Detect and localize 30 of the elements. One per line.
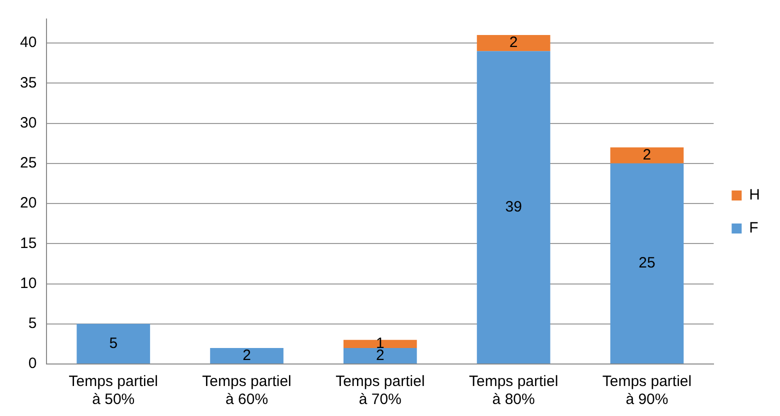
x-tick-label: Temps partiel à 90% <box>602 373 692 408</box>
y-tick-label: 25 <box>20 154 37 172</box>
bar <box>76 324 150 364</box>
legend-label: F <box>749 220 758 237</box>
data-label: 2 <box>642 146 652 164</box>
y-tick-label: 5 <box>28 315 37 332</box>
data-label: 25 <box>638 254 656 272</box>
bar <box>210 348 284 364</box>
x-tick-label: Temps partiel à 70% <box>336 373 425 408</box>
data-label: 2 <box>242 346 251 364</box>
x-tick-label: Temps partiel à 50% <box>68 373 158 408</box>
bar <box>343 348 417 364</box>
data-label: 2 <box>509 34 518 52</box>
data-label: 39 <box>505 198 522 216</box>
y-tick-label: 15 <box>20 234 37 252</box>
y-tick-label: 30 <box>20 114 37 132</box>
y-tick-label: 0 <box>28 355 37 372</box>
y-tick-label: 40 <box>20 34 37 52</box>
bar <box>343 340 417 348</box>
legend-label: H <box>749 186 760 204</box>
bar <box>610 163 684 364</box>
bar <box>610 147 684 164</box>
y-tick-label: 20 <box>20 194 37 212</box>
x-tick-label: Temps partiel à 60% <box>202 373 292 408</box>
bar <box>476 35 550 52</box>
data-label: 5 <box>109 334 118 352</box>
x-tick-label: Temps partiel à 80% <box>468 373 558 408</box>
bar <box>476 51 550 364</box>
y-tick-label: 10 <box>20 274 37 292</box>
y-tick-label: 35 <box>20 74 37 92</box>
